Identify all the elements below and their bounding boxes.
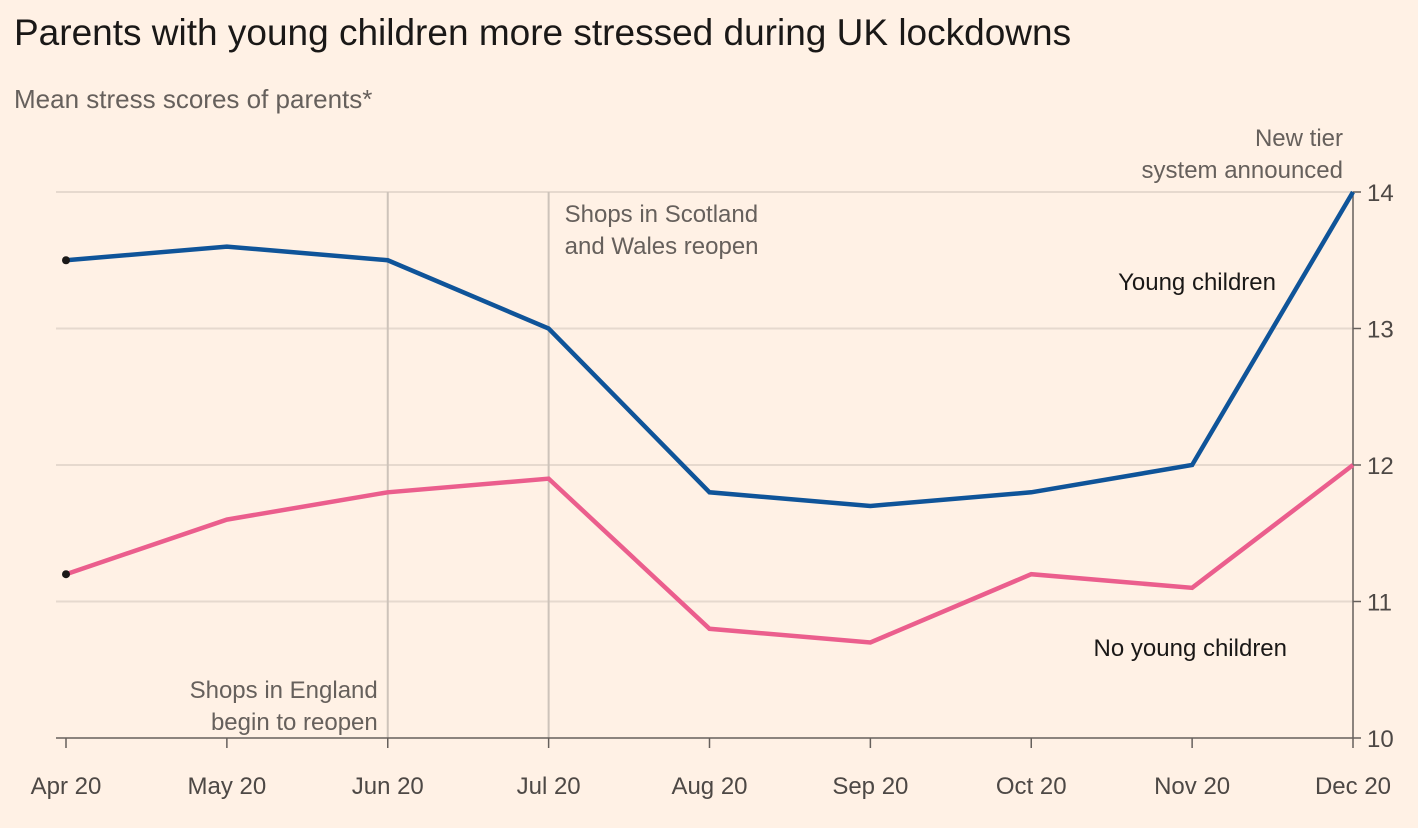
x-tick-label-2: Jun 20 [352,773,424,800]
x-tick-label-5: Sep 20 [832,773,908,800]
y-tick-label-14: 14 [1367,180,1394,207]
data-point-0-0 [62,256,70,265]
series-label-0: Young children [1118,269,1276,296]
series-label-1: No young children [1094,635,1287,662]
gridlines [56,191,1353,603]
annotation-2-line-0: New tier [1255,125,1343,152]
annotation-0-line-0: Shops in England [190,677,378,704]
x-tick-label-4: Aug 20 [671,773,747,800]
series-lines [62,190,1355,645]
reference-lines [386,192,550,738]
chart-labels: Young children No young children Shops in … [190,125,1343,736]
annotation-1-line-0: Shops in Scotland [565,201,758,228]
x-tick-label-0: Apr 20 [31,773,102,800]
annotation-2-line-1: system announced [1142,157,1343,184]
y-tick-label-11: 11 [1367,590,1392,617]
axes: 10 11 12 13 14 Apr 20 May 20 Jun 20 Jul 20 Aug 20… [31,180,1394,800]
y-tick-label-12: 12 [1367,453,1394,480]
annotation-1-line-1: and Wales reopen [565,233,759,260]
x-tick-label-6: Oct 20 [996,773,1067,800]
y-tick-label-13: 13 [1367,317,1394,344]
chart-subtitle: Mean stress scores of parents* [14,84,373,114]
x-tick-label-7: Nov 20 [1154,773,1230,800]
x-tick-label-1: May 20 [188,773,267,800]
chart-title: Parents with young children more stresse… [14,12,1072,53]
y-tick-label-10: 10 [1367,726,1394,753]
x-tick-label-8: Dec 20 [1315,773,1391,800]
annotation-0-line-1: begin to reopen [211,709,378,736]
x-tick-label-3: Jul 20 [517,773,581,800]
data-point-1-0 [62,570,70,579]
